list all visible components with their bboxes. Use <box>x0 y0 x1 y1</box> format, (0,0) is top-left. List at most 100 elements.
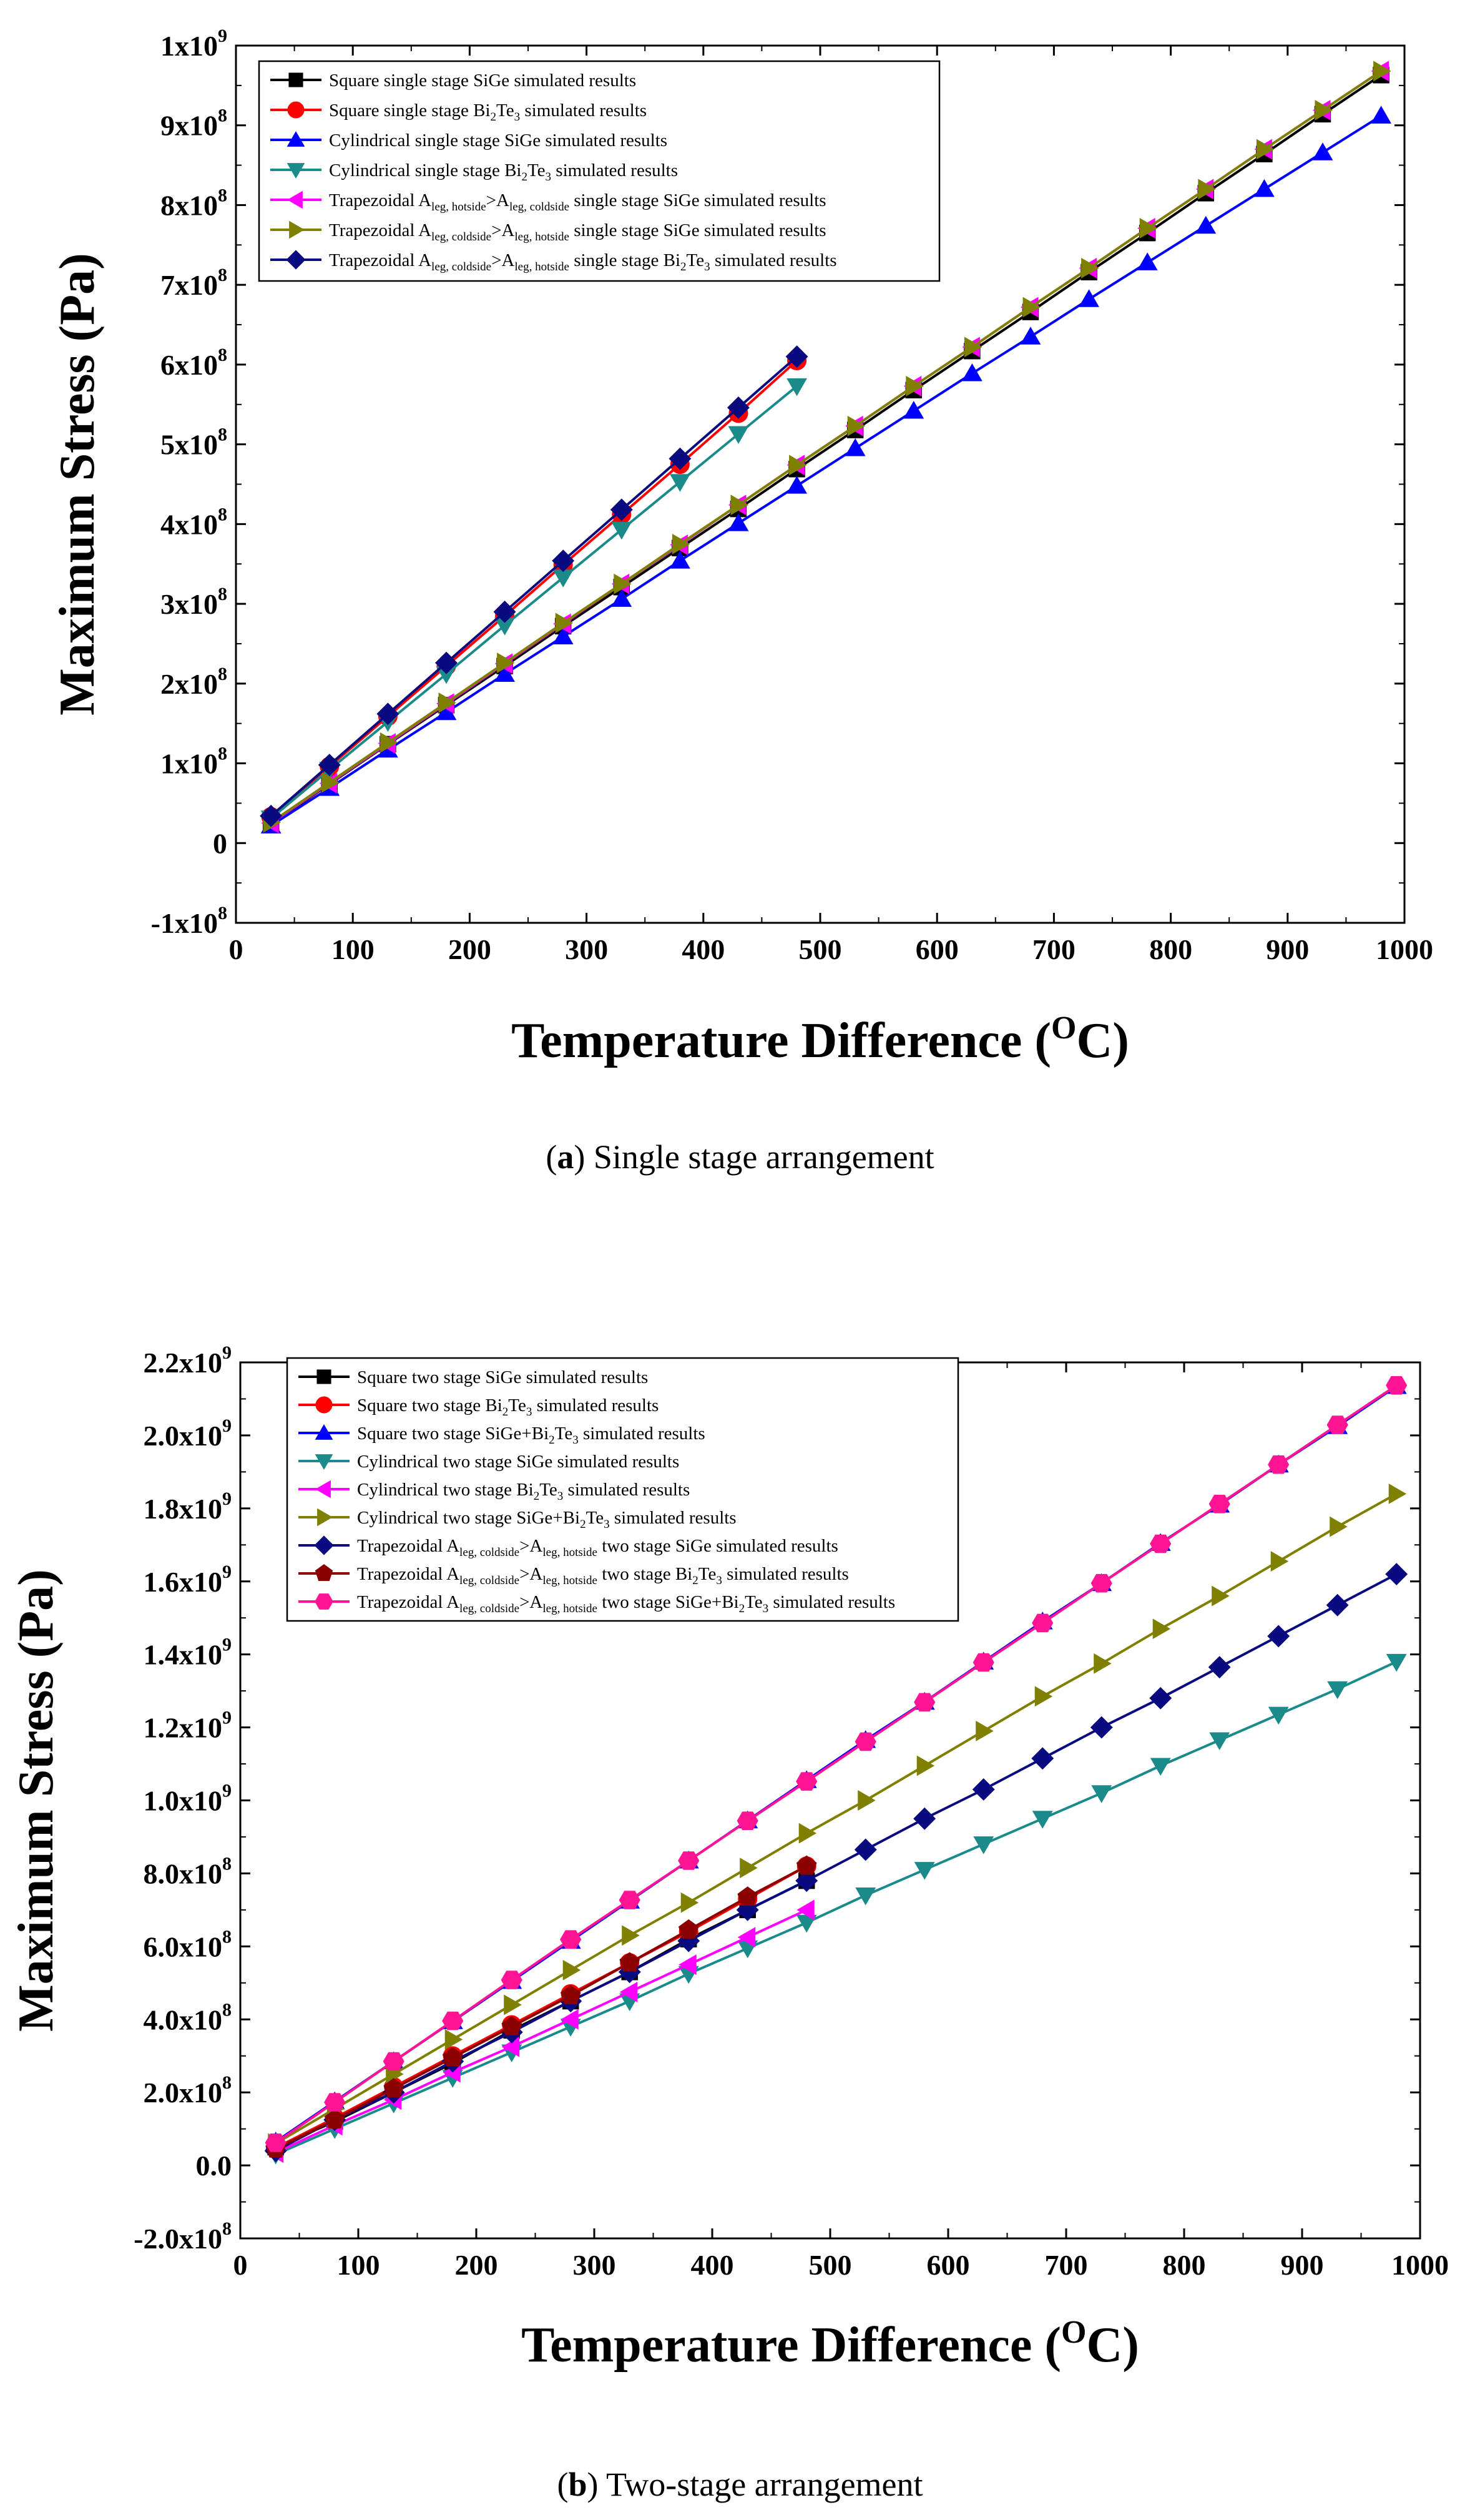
x-tick-label: 900 <box>1266 933 1309 965</box>
data-point <box>560 1930 582 1949</box>
series-line <box>270 360 798 818</box>
x-tick-label: 0 <box>229 933 243 965</box>
y-tick-label: 6x108 <box>160 345 227 381</box>
data-point <box>1386 1376 1408 1395</box>
legend-entry: Square two stage SiGe simulated results <box>357 1367 648 1387</box>
data-point <box>622 1925 640 1946</box>
x-tick-label: 900 <box>1281 2249 1324 2281</box>
legend-entry: Trapezoidal Aleg, coldside>Aleg, hotside… <box>357 1564 849 1587</box>
y-tick-label: 8.0x108 <box>144 1853 232 1889</box>
data-point <box>672 533 690 554</box>
data-point <box>1209 1732 1230 1750</box>
legend-marker <box>288 72 303 87</box>
data-point <box>855 1732 876 1751</box>
data-point <box>798 1823 817 1844</box>
x-tick-label: 300 <box>565 933 608 965</box>
x-axis-label: Temperature Difference (OC) <box>511 1010 1129 1068</box>
legend-entry: Cylindrical single stage SiGe simulated … <box>329 130 667 150</box>
legend-entry: Trapezoidal Aleg, hotside>Aleg, coldside… <box>329 190 826 214</box>
series-line <box>270 385 798 820</box>
data-point <box>1137 252 1158 270</box>
data-point <box>972 1778 995 1801</box>
series-4 <box>265 1653 1407 2165</box>
data-point <box>1385 1563 1408 1586</box>
legend-entry: Square two stage SiGe+Bi2Te3 simulated r… <box>357 1424 705 1447</box>
data-point <box>845 438 866 456</box>
data-point <box>1270 1551 1289 1572</box>
data-point <box>1094 1653 1112 1674</box>
legend-entry: Trapezoidal Aleg, coldside>Aleg, hotside… <box>329 250 837 273</box>
data-point <box>737 1886 758 1906</box>
legend-marker <box>314 1535 334 1555</box>
legend-entry: Cylindrical single stage Bi2Te3 simulate… <box>329 160 678 184</box>
data-point <box>1031 1747 1054 1770</box>
legend-marker <box>287 130 305 147</box>
y-tick-label: 5x108 <box>160 425 227 461</box>
legend-box <box>286 1357 959 1622</box>
data-point <box>555 613 574 634</box>
chart-two-stage: 0 100 200 300 400 500 600 700 800 900 1000 -2.0x108… <box>9 1342 1449 2373</box>
data-point <box>561 2009 579 2030</box>
y-tick-label: 0 <box>213 827 227 859</box>
series-6 <box>268 1484 1407 2154</box>
data-point <box>619 1981 638 2002</box>
data-point <box>1326 1415 1348 1434</box>
data-point <box>444 2029 463 2050</box>
chart-single-stage: 0 100 200 300 400 500 600 700 800 900 1000-1x10801… <box>50 26 1433 1068</box>
data-point <box>669 551 690 569</box>
y-tick-label: 1.2x109 <box>144 1708 232 1744</box>
data-point <box>494 664 515 682</box>
data-point <box>383 2078 404 2098</box>
series-7 <box>260 345 808 827</box>
caption-a: (a) Single stage arrangement <box>546 1138 934 1176</box>
data-point <box>1330 1516 1348 1537</box>
legend: Square two stage SiGe simulated results S… <box>286 1357 959 1622</box>
x-tick-label: 700 <box>1045 2249 1088 2281</box>
x-tick-label: 400 <box>682 933 725 965</box>
y-tick-label: 9x108 <box>160 106 227 142</box>
legend-marker <box>315 1593 333 1610</box>
y-tick-label: 4x108 <box>160 504 227 540</box>
x-tick-label: 500 <box>799 933 842 965</box>
data-point <box>1198 179 1216 200</box>
data-point <box>1079 289 1099 307</box>
data-point <box>796 1855 817 1875</box>
data-point <box>497 652 515 674</box>
data-point <box>680 1892 699 1913</box>
data-point <box>916 1755 935 1776</box>
data-point <box>1326 1593 1349 1617</box>
data-point <box>1150 1534 1172 1553</box>
series-4 <box>260 378 807 829</box>
data-point <box>903 400 924 419</box>
x-axis-label: Temperature Difference (OC) <box>521 2315 1139 2373</box>
data-point <box>1386 1653 1407 1672</box>
data-point <box>1268 1455 1290 1474</box>
y-tick-label: -1x108 <box>151 903 227 939</box>
data-point <box>501 1971 522 1989</box>
data-point <box>678 1919 699 1939</box>
data-point <box>858 1790 876 1811</box>
legend-marker <box>315 1480 331 1499</box>
data-point <box>913 1807 936 1830</box>
data-point <box>914 1693 936 1711</box>
y-tick-label: 2.0x109 <box>144 1415 232 1452</box>
legend-marker <box>287 101 305 119</box>
series-line <box>275 1864 808 2150</box>
y-tick-label: 1.6x109 <box>144 1562 232 1598</box>
series-line <box>275 1864 808 2149</box>
x-tick-label: 200 <box>455 2249 498 2281</box>
data-point <box>1022 297 1041 318</box>
data-point <box>787 476 807 494</box>
series-line <box>270 355 798 817</box>
y-tick-label: 1.8x109 <box>144 1489 232 1525</box>
data-point <box>324 2109 345 2129</box>
data-point <box>560 1985 581 2005</box>
data-point <box>961 363 983 381</box>
y-tick-label: 2.0x108 <box>144 2072 232 2109</box>
y-tick-label: 8x108 <box>160 185 227 221</box>
data-point <box>442 2047 463 2067</box>
data-point <box>1327 1681 1348 1700</box>
data-point <box>260 804 283 827</box>
legend-entry: Cylindrical two stage SiGe+Bi2Te3 simula… <box>357 1508 737 1531</box>
data-point <box>611 589 632 607</box>
